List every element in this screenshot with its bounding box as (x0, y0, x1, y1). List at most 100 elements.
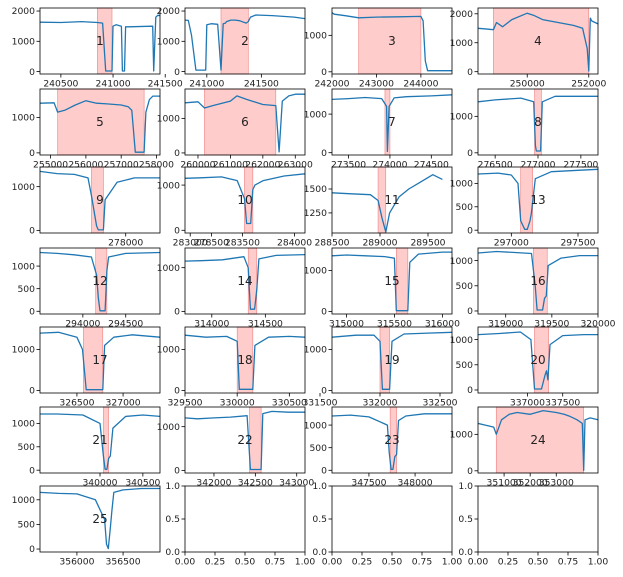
y-tick-label: 1000 (157, 422, 181, 433)
x-tick-label: 316000 (425, 319, 460, 330)
panel-number-label: 11 (384, 193, 399, 207)
panel-number-label: 1 (96, 34, 104, 48)
x-tick-label: 241000 (189, 79, 224, 90)
panel-number-label: 10 (237, 193, 252, 207)
x-tick-label: 297000 (494, 238, 529, 249)
subplot-20: 337000 337500 0 500 1000 20 (450, 326, 599, 409)
y-tick-label: 0 (29, 67, 35, 78)
y-tick-label: 1500 (304, 184, 328, 195)
y-tick-label: 0 (29, 544, 35, 555)
subplot-12: 294000 294500 0 500 1000 12 (12, 247, 161, 330)
x-tick-label: 263000 (278, 160, 313, 171)
x-tick-label: 356500 (106, 557, 141, 568)
subplot-2: 241000 241500 0 1000 2000 2 (157, 6, 306, 90)
y-tick-label: 0 (29, 465, 35, 476)
shaded-region (220, 7, 249, 75)
x-tick-label: 356000 (59, 557, 94, 568)
y-tick-label: 1000 (450, 112, 474, 123)
y-tick-label: 0 (29, 306, 35, 317)
y-tick-label: 1000 (304, 266, 328, 277)
subplot-19: 331500 332000 332500 0 1000 19 (302, 326, 458, 409)
y-tick-label: 1000 (450, 38, 474, 49)
y-tick-label: 500 (455, 360, 473, 371)
subplot-25: 356000 356500 0 500 1000 25 (12, 485, 161, 568)
axes-frame (477, 406, 599, 474)
x-tick-label: 0.50 (235, 557, 256, 568)
panel-number-label: 6 (241, 115, 249, 129)
axes-frame (39, 326, 161, 394)
y-tick-label: 0 (29, 148, 35, 159)
x-tick-label: 244000 (403, 79, 438, 90)
subplot-5: 255000 256000 257000 258000 0 1000 5 (12, 88, 174, 171)
panel-number-label: 21 (92, 433, 107, 447)
x-tick-label: 348000 (398, 478, 433, 489)
panel-number-label: 8 (534, 115, 542, 129)
x-tick-label: 332000 (362, 398, 397, 409)
y-tick-label: 1000 (157, 263, 181, 274)
shaded-region (495, 406, 584, 474)
panel-number-label: 13 (530, 193, 545, 207)
axes-frame (477, 326, 599, 394)
y-tick-label: 1.0 (312, 481, 327, 492)
x-tick-label: 327000 (106, 398, 141, 409)
x-tick-label: 0.00 (175, 557, 196, 568)
y-tick-label: 1.0 (458, 481, 473, 492)
y-tick-label: 1000 (304, 109, 328, 120)
y-tick-label: 1000 (304, 31, 328, 42)
x-tick-label: 241000 (96, 79, 131, 90)
panel-number-label: 5 (96, 115, 104, 129)
y-tick-label: 0 (174, 386, 180, 397)
x-tick-label: 261000 (213, 160, 248, 171)
x-tick-label: 0.75 (412, 557, 433, 568)
y-tick-label: 500 (309, 443, 327, 454)
x-tick-label: 289500 (410, 238, 445, 249)
panel-number-label: 18 (237, 353, 252, 367)
subplot-17: 326500 327000 0 1000 17 (12, 326, 161, 409)
x-tick-label: 262000 (245, 160, 280, 171)
subplot-26: 0.00 0.25 0.50 0.75 1.00 0.0 0.5 1.0 (165, 481, 315, 567)
y-tick-label: 0.5 (458, 514, 473, 525)
x-tick-label: 277000 (520, 160, 555, 171)
y-tick-label: 0.5 (165, 514, 180, 525)
x-tick-label: 289000 (362, 238, 397, 249)
x-tick-label: 337000 (510, 398, 545, 409)
axes-frame (39, 485, 161, 553)
series-line (332, 12, 452, 72)
subplot-11: 288500 289000 289500 1250 1500 11 (304, 166, 453, 249)
y-tick-label: 0 (174, 67, 180, 78)
x-tick-label: 1.00 (442, 557, 463, 568)
subplot-16: 319000 319500 320000 0 500 1000 16 (450, 247, 616, 330)
subplot-28: 0.00 0.25 0.50 0.75 1.00 0.0 0.5 1.0 (458, 481, 608, 567)
y-tick-label: 0 (174, 225, 180, 236)
x-tick-label: 288500 (314, 238, 349, 249)
x-tick-label: 274500 (414, 160, 449, 171)
series-line (40, 413, 160, 470)
subplot-13: 297000 297500 0 500 1000 13 (450, 166, 599, 249)
axes-frame (331, 326, 453, 394)
y-tick-label: 1000 (450, 256, 474, 267)
series-line (478, 12, 598, 72)
series-line (478, 250, 598, 311)
panel-number-label: 22 (237, 433, 252, 447)
subplot-3: 242000 243000 244000 0 1000 3 (304, 7, 453, 90)
axes-frame (184, 88, 306, 156)
x-tick-label: 241500 (244, 79, 279, 90)
x-tick-label: 330000 (220, 398, 255, 409)
y-tick-label: 0 (467, 306, 473, 317)
y-tick-label: 1000 (157, 345, 181, 356)
x-tick-label: 240500 (43, 79, 78, 90)
x-tick-label: 319500 (534, 319, 569, 330)
series-line (40, 331, 160, 391)
series-line (185, 253, 305, 310)
x-tick-label: 283000 (173, 238, 208, 249)
y-tick-label: 0 (467, 385, 473, 396)
y-tick-label: 1250 (304, 208, 328, 219)
panel-number-label: 7 (388, 115, 396, 129)
y-tick-label: 1.0 (165, 481, 180, 492)
y-tick-label: 0 (321, 465, 327, 476)
axes-frame (331, 485, 453, 553)
subplot-14: 314000 314500 0 1000 14 (157, 247, 306, 330)
y-tick-label: 500 (17, 284, 35, 295)
